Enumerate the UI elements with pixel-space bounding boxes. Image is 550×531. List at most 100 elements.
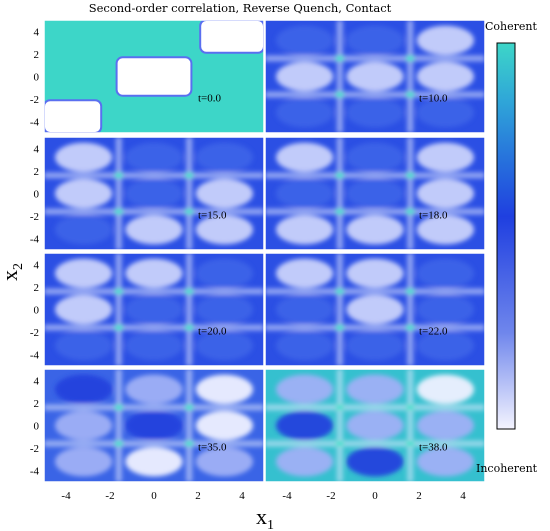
y-tick-label: 4: [34, 143, 40, 155]
coherent-spot: [405, 403, 416, 411]
y-tick-label: 2: [34, 166, 40, 178]
x-tick-label: -2: [105, 490, 114, 502]
coherent-spot: [113, 287, 124, 295]
correlation-blob: [55, 178, 113, 209]
colorbar: [496, 42, 516, 430]
correlation-blob: [416, 214, 474, 245]
correlation-blob: [346, 178, 404, 209]
y-tick-label: -2: [30, 327, 39, 339]
light-lane: [407, 253, 414, 366]
panel-time-label: t=0.0: [198, 92, 222, 104]
y-tick-label: -4: [30, 350, 40, 362]
correlation-blob: [55, 330, 113, 361]
y-tick-label: 4: [34, 26, 40, 38]
correlation-blob: [55, 214, 113, 245]
correlation-blob: [346, 142, 404, 173]
correlation-blob: [195, 330, 253, 361]
y-tick-label: 2: [34, 398, 40, 410]
light-lane: [44, 404, 264, 411]
correlation-blob: [125, 142, 183, 173]
coherent-spot: [184, 403, 195, 411]
correlation-blob: [195, 178, 253, 209]
panel-time-label: t=10.0: [419, 92, 448, 104]
correlation-blob: [125, 214, 183, 245]
y-tick-label: 0: [34, 421, 40, 433]
y-tick-label: -2: [30, 443, 39, 455]
correlation-blob: [55, 374, 113, 405]
x-tick-label: 2: [195, 490, 201, 502]
correlation-blob: [125, 410, 183, 441]
correlation-blob: [195, 410, 253, 441]
coherent-spot: [405, 440, 416, 448]
panel-2: t=10.0: [264, 19, 486, 134]
coherent-spot: [405, 287, 416, 295]
correlation-blob: [276, 330, 334, 361]
coherent-spot: [113, 171, 124, 179]
coherent-spot: [405, 208, 416, 216]
coherent-spot: [113, 324, 124, 332]
y-tick-label: -4: [30, 234, 40, 246]
correlation-blob: [416, 61, 474, 92]
light-lane: [115, 137, 122, 250]
correlation-blob: [55, 410, 113, 441]
light-lane: [115, 369, 122, 482]
light-lane: [186, 137, 193, 250]
panel-time-label: t=15.0: [198, 209, 227, 221]
coherent-spot: [184, 171, 195, 179]
correlation-blob: [195, 294, 253, 325]
coherent-spot: [405, 54, 416, 62]
coherent-spot: [405, 324, 416, 332]
incoherent-block: [44, 99, 103, 133]
panel-5: t=20.0: [43, 252, 265, 367]
y-tick-label: 0: [34, 72, 40, 84]
panel-time-label: t=38.0: [419, 441, 448, 453]
chart-title: Second-order correlation, Reverse Quench…: [88, 1, 392, 15]
correlation-blob: [55, 446, 113, 477]
light-lane: [265, 55, 485, 62]
correlation-blob: [276, 25, 334, 56]
panel-4: t=18.0: [264, 136, 486, 251]
colorbar-bottom-label: Incoherent: [476, 462, 538, 475]
incoherent-block: [115, 56, 193, 97]
correlation-blob: [276, 61, 334, 92]
light-lane: [336, 20, 343, 133]
correlation-blob: [276, 446, 334, 477]
light-lane: [265, 288, 485, 295]
light-lane: [115, 253, 122, 366]
light-lane: [186, 369, 193, 482]
y-tick-label: 4: [34, 375, 40, 387]
correlation-blob: [125, 258, 183, 289]
coherent-spot: [334, 440, 345, 448]
light-lane: [186, 253, 193, 366]
panel-3: t=15.0: [43, 136, 265, 251]
y-tick-label: 0: [34, 189, 40, 201]
correlation-blob: [346, 214, 404, 245]
correlation-blob: [276, 142, 334, 173]
panel-6: t=22.0: [264, 252, 486, 367]
coherent-spot: [113, 440, 124, 448]
panel-time-label: t=18.0: [419, 209, 448, 221]
light-lane: [44, 324, 264, 331]
y-tick-label: -4: [30, 117, 40, 129]
panel-time-label: t=20.0: [198, 325, 227, 337]
correlation-blob: [276, 294, 334, 325]
correlation-blob: [276, 410, 334, 441]
correlation-blob: [416, 446, 474, 477]
coherent-spot: [334, 324, 345, 332]
coherent-spot: [184, 287, 195, 295]
x-tick-label: 4: [460, 490, 466, 502]
coherent-spot: [113, 403, 124, 411]
correlation-blob: [195, 258, 253, 289]
light-lane: [336, 137, 343, 250]
coherent-spot: [405, 171, 416, 179]
correlation-blob: [276, 97, 334, 128]
panel-time-label: t=22.0: [419, 325, 448, 337]
correlation-blob: [346, 374, 404, 405]
x-tick-label: 0: [151, 490, 157, 502]
correlation-blob: [416, 330, 474, 361]
coherent-spot: [334, 91, 345, 99]
panel-7: t=35.0: [43, 368, 265, 483]
correlation-blob: [125, 330, 183, 361]
coherent-spot: [113, 208, 124, 216]
correlation-blob: [416, 258, 474, 289]
